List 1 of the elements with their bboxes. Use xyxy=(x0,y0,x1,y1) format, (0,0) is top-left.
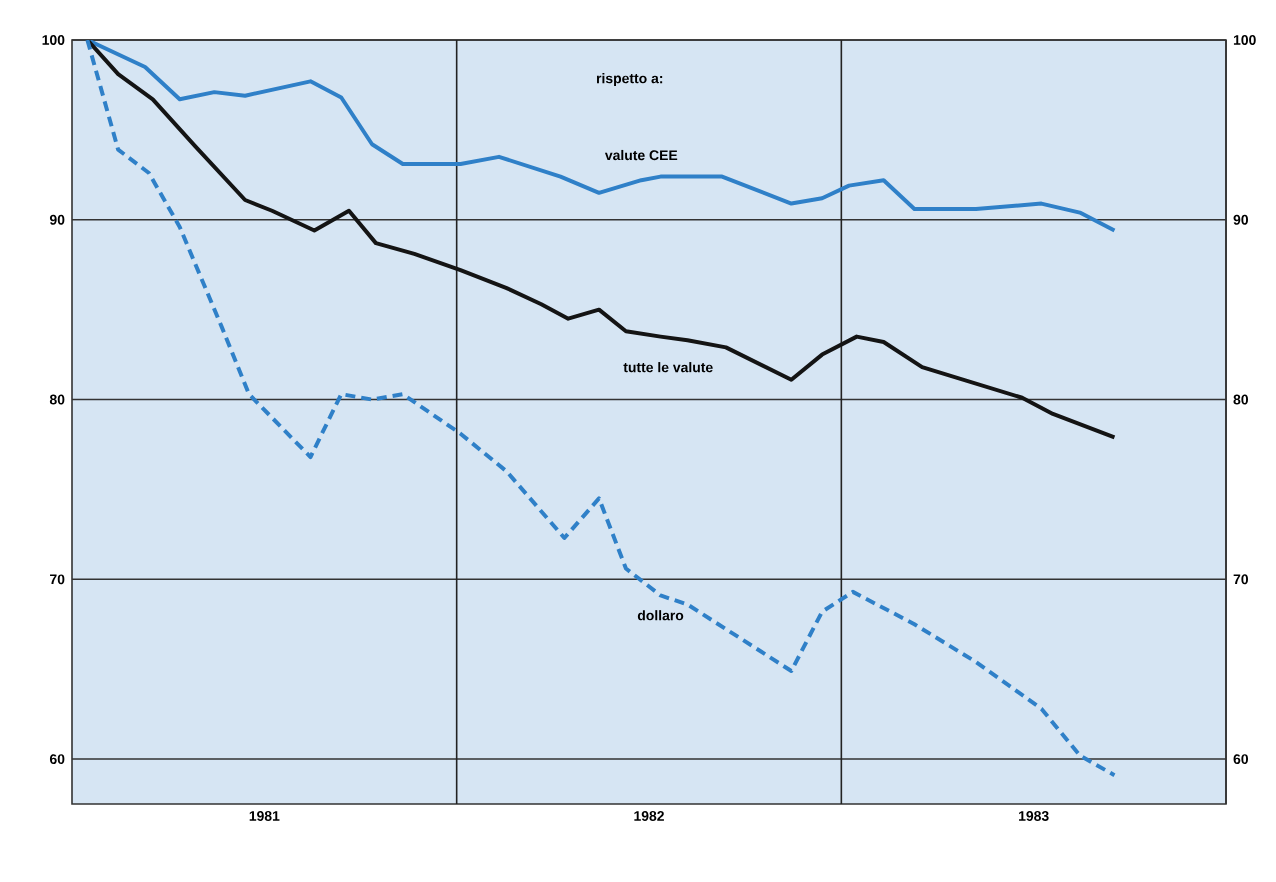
line-series xyxy=(85,39,1117,440)
